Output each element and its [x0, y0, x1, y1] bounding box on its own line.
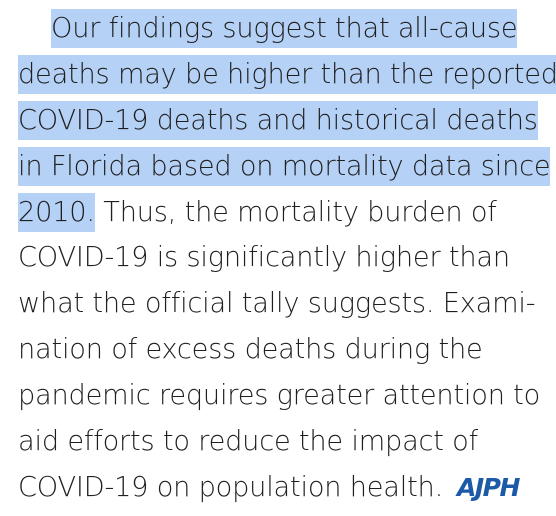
highlighted-text[interactable]: Our findings suggest that all-cause — [51, 9, 518, 48]
body-text[interactable]: what the official tally suggests. Exami- — [18, 288, 536, 320]
text-line-3: COVID-19 deaths and historical deaths — [18, 98, 548, 144]
text-line-5: 2010. Thus, the mortality burden of — [18, 190, 548, 236]
text-line-8: nation of excess deaths during the — [18, 327, 548, 373]
body-text[interactable]: nation of excess deaths during the — [18, 334, 483, 366]
highlighted-text[interactable]: in Florida based on mortality data since — [18, 146, 551, 186]
text-line-1: Our findings suggest that all-cause — [18, 6, 548, 52]
body-text[interactable]: Thus, the mortality burden of — [94, 196, 497, 228]
text-line-6: COVID-19 is significantly higher than — [18, 235, 548, 281]
ajph-logo: AJPH — [457, 472, 520, 502]
text-line-7: what the official tally suggests. Exami- — [18, 281, 548, 327]
highlighted-text[interactable]: deaths may be higher than the reported — [18, 54, 556, 94]
text-line-10: aid efforts to reduce the impact of — [18, 419, 548, 465]
body-text[interactable]: aid efforts to reduce the impact of — [18, 426, 478, 458]
body-text[interactable]: pandemic requires greater attention to — [18, 380, 541, 412]
text-line-11: COVID-19 on population health. AJPH — [18, 465, 548, 511]
highlighted-text[interactable]: 2010. — [18, 192, 95, 232]
text-line-9: pandemic requires greater attention to — [18, 373, 548, 419]
highlighted-text[interactable]: COVID-19 deaths and historical deaths — [18, 100, 538, 140]
article-paragraph: Our findings suggest that all-cause deat… — [18, 6, 556, 511]
text-line-2: deaths may be higher than the reported — [18, 52, 556, 98]
body-text[interactable]: COVID-19 is significantly higher than — [18, 242, 510, 274]
text-line-4: in Florida based on mortality data since — [18, 144, 551, 190]
body-text[interactable]: COVID-19 on population health. — [18, 471, 444, 503]
